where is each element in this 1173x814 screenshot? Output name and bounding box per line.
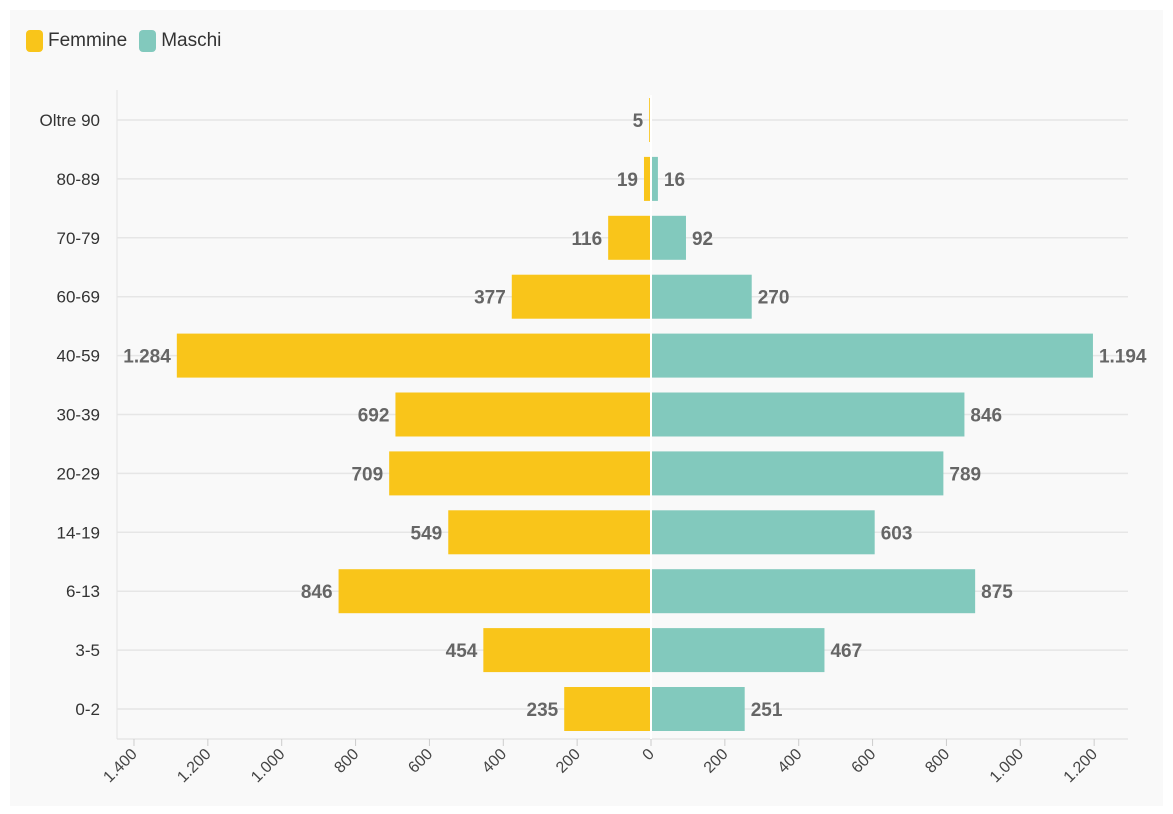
value-label-maschi: 875 <box>981 582 1013 603</box>
bar-maschi <box>652 215 686 260</box>
value-label-maschi: 603 <box>881 523 913 544</box>
bar-maschi <box>652 392 965 437</box>
category-label: 70-79 <box>57 229 100 248</box>
legend-label-femmine: Femmine <box>48 30 128 51</box>
category-label: Oltre 90 <box>40 111 100 130</box>
category-label: 60-69 <box>57 288 100 307</box>
legend: Femmine Maschi <box>26 30 233 52</box>
x-tick-label: 200 <box>701 746 732 777</box>
bar-femmine <box>395 392 651 437</box>
value-label-femmine: 692 <box>358 406 390 427</box>
category-label: 80-89 <box>57 170 100 189</box>
bar-femmine <box>338 569 651 614</box>
bar-femmine <box>483 628 651 673</box>
value-label-maschi: 92 <box>692 229 713 250</box>
bar-maschi <box>652 569 976 614</box>
value-label-femmine: 846 <box>301 582 333 603</box>
legend-item-maschi[interactable]: Maschi <box>139 30 221 52</box>
bar-femmine <box>608 215 651 260</box>
category-label: 20-29 <box>57 464 100 483</box>
x-tick-label: 1.400 <box>100 746 140 786</box>
bar-femmine <box>564 687 651 731</box>
x-tick-label: 400 <box>775 746 806 777</box>
value-label-maschi: 270 <box>758 288 790 309</box>
value-label-maschi: 1.194 <box>1099 347 1147 368</box>
x-tick-label: 1.000 <box>248 746 288 786</box>
value-label-femmine: 116 <box>572 229 603 250</box>
category-label: 6-13 <box>66 582 100 601</box>
bar-maschi <box>652 274 752 319</box>
value-label-maschi: 251 <box>751 700 783 721</box>
x-tick-label: 1.000 <box>987 746 1027 786</box>
bar-maschi <box>652 333 1093 378</box>
category-label: 40-59 <box>57 347 100 366</box>
category-label: 30-39 <box>57 406 100 425</box>
x-tick-label: 1.200 <box>174 746 214 786</box>
value-label-maschi: 467 <box>830 641 862 662</box>
value-label-femmine: 454 <box>446 641 478 662</box>
bar-femmine <box>176 333 652 378</box>
bar-maschi <box>652 510 875 555</box>
value-label-maschi: 846 <box>970 406 1002 427</box>
category-label: 0-2 <box>75 700 100 719</box>
bar-femmine <box>389 451 651 496</box>
x-tick-label: 800 <box>922 746 953 777</box>
bar-maschi <box>652 687 745 731</box>
bar-femmine <box>511 274 651 319</box>
x-tick-label: 400 <box>479 746 510 777</box>
legend-swatch-femmine <box>26 30 43 52</box>
value-label-femmine: 377 <box>474 288 506 309</box>
bar-maschi <box>652 451 944 496</box>
x-tick-label: 800 <box>331 746 362 777</box>
bar-femmine <box>448 510 651 555</box>
category-label: 14-19 <box>57 523 100 542</box>
bar-maschi <box>652 628 825 673</box>
x-tick-label: 0 <box>640 746 658 764</box>
value-label-femmine: 5 <box>633 111 644 132</box>
x-tick-label: 600 <box>849 746 880 777</box>
bar-femmine <box>643 156 651 201</box>
value-label-maschi: 16 <box>664 170 685 191</box>
legend-item-femmine[interactable]: Femmine <box>26 30 127 52</box>
value-label-femmine: 1.284 <box>123 347 171 368</box>
value-label-femmine: 235 <box>527 700 559 721</box>
value-label-femmine: 19 <box>617 170 638 191</box>
value-label-femmine: 549 <box>411 523 443 544</box>
x-tick-label: 1.200 <box>1061 746 1101 786</box>
x-tick-label: 200 <box>553 746 584 777</box>
category-label: 3-5 <box>75 641 100 660</box>
legend-label-maschi: Maschi <box>161 30 222 51</box>
bar-maschi <box>652 156 658 201</box>
value-label-maschi: 789 <box>949 464 981 485</box>
x-tick-label: 600 <box>405 746 436 777</box>
legend-swatch-maschi <box>139 30 157 52</box>
value-label-femmine: 709 <box>351 464 383 485</box>
